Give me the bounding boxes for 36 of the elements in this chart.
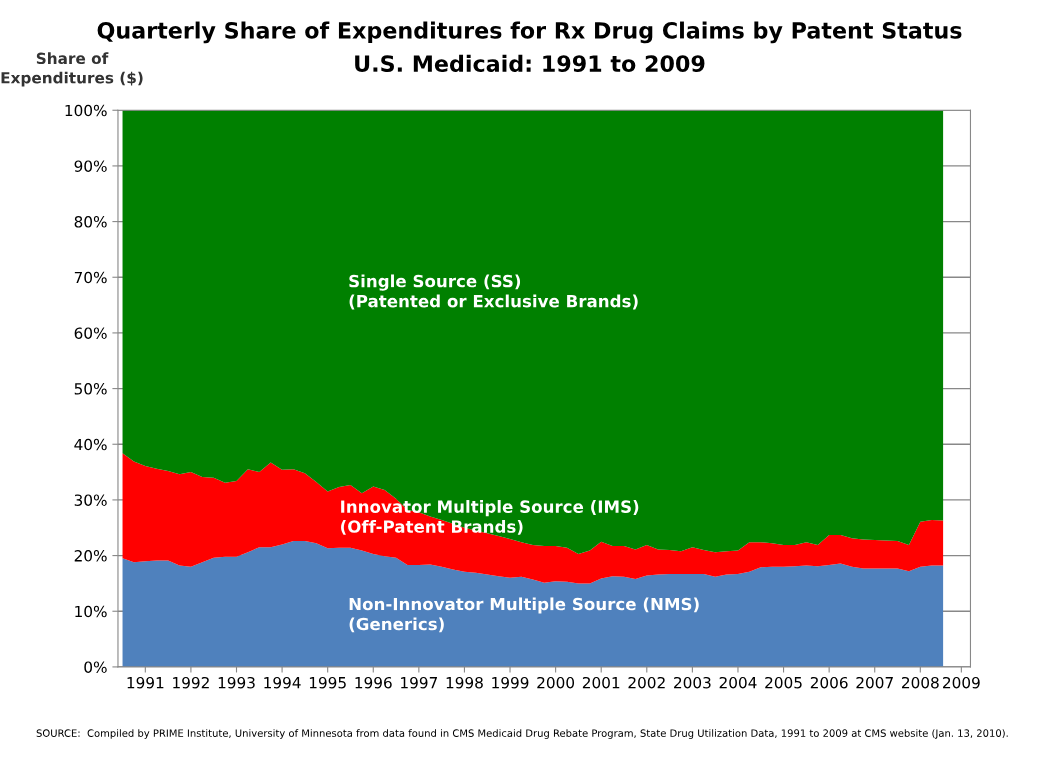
x-tick-label: 1992 (173, 676, 209, 689)
x-tick-label: 1997 (401, 676, 437, 689)
y-tick-label: 80% (74, 216, 107, 228)
x-tick-label: 1999 (492, 676, 529, 689)
y-tick-label: 70% (74, 271, 107, 284)
x-tick-label: 2002 (628, 676, 665, 689)
source-note: SOURCE: Compiled by PRIME Institute, University of Minnesota from data found in CMS Medicaid Drug Rebate Program, State Drug Utilization Data, 1991 to 2009 at CMS website (Jan. 13, 2010). (36, 729, 1008, 739)
x-tick-label: 1996 (355, 676, 392, 689)
y-tick-label: 20% (74, 550, 107, 562)
series-label: Single Source (SS) (Patented or Exclusive Brands) (349, 274, 638, 310)
chart-subtitle: U.S. Medicaid: 1991 to 2009 (355, 54, 705, 72)
x-tick-label: 2005 (765, 676, 802, 689)
y-axis-title: Share of Expenditures ($) (1, 52, 143, 87)
x-tick-label: 1998 (446, 676, 483, 689)
x-tick-label: 2006 (810, 676, 848, 689)
x-tick-label: 2003 (674, 676, 711, 689)
y-tick-label: 90% (74, 160, 107, 172)
x-tick-label: 1991 (127, 676, 164, 689)
x-tick-label: 1993 (218, 676, 255, 689)
chart-title: Quarterly Share of Expenditures for Rx Drug Claims by Patent Status (97, 21, 962, 44)
x-tick-label: 2001 (582, 676, 620, 689)
x-tick-label: 2000 (537, 676, 575, 689)
x-tick-label: 2009 (943, 676, 980, 689)
y-tick-label: 40% (74, 438, 107, 451)
series-label: Non-Innovator Multiple Source (NMS) (Generics) (349, 597, 699, 633)
y-tick-label: 30% (74, 494, 107, 506)
x-tick-label: 2008 (902, 676, 939, 689)
x-tick-label: 1994 (264, 676, 301, 689)
x-tick-label: 2004 (719, 676, 757, 689)
x-tick-label: 1995 (309, 676, 346, 689)
y-tick-label: 50% (74, 383, 107, 395)
y-tick-label: 10% (75, 605, 107, 618)
y-tick-label: 100% (65, 104, 107, 117)
y-tick-label: 60% (74, 327, 107, 339)
x-tick-label: 2007 (856, 676, 893, 689)
y-tick-label: 0% (84, 661, 107, 673)
